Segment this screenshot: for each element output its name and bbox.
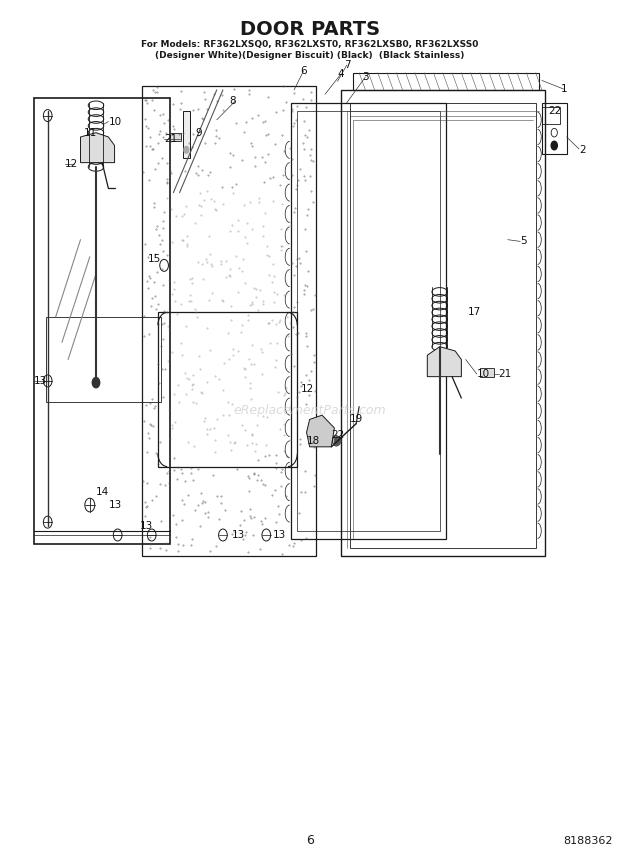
Text: DOOR PARTS: DOOR PARTS [239, 21, 379, 39]
Text: 17: 17 [467, 307, 481, 318]
Text: 12: 12 [300, 384, 314, 395]
Text: 21: 21 [498, 369, 511, 379]
Bar [170, 133, 182, 141]
Text: 8: 8 [229, 96, 236, 106]
Bar [46, 317, 161, 402]
Text: 13: 13 [272, 530, 286, 540]
Text: For Models: RF362LXSQ0, RF362LXST0, RF362LXSB0, RF362LXSS0: For Models: RF362LXSQ0, RF362LXST0, RF36… [141, 40, 478, 49]
Text: 5: 5 [520, 236, 527, 247]
Bar [143, 86, 316, 556]
Text: 12: 12 [65, 159, 78, 169]
Text: 21: 21 [164, 134, 177, 144]
Bar [183, 111, 190, 158]
Text: 19: 19 [350, 414, 363, 425]
Text: 6: 6 [300, 66, 307, 76]
Bar [34, 98, 170, 544]
Text: 3: 3 [362, 72, 369, 82]
Text: 2: 2 [579, 145, 586, 155]
Text: 15: 15 [148, 253, 161, 264]
Text: 1: 1 [560, 84, 567, 94]
Text: 8188362: 8188362 [564, 835, 613, 846]
Bar [350, 103, 536, 548]
Circle shape [184, 146, 189, 153]
Bar [291, 103, 446, 539]
Bar [158, 312, 297, 467]
Circle shape [334, 437, 340, 445]
Circle shape [92, 377, 100, 388]
Polygon shape [81, 133, 115, 163]
Text: 13: 13 [232, 530, 246, 540]
Bar [542, 103, 567, 154]
Text: 14: 14 [96, 487, 109, 497]
Text: 4: 4 [337, 69, 344, 80]
Polygon shape [427, 347, 461, 377]
Text: 9: 9 [195, 128, 202, 138]
Text: 13: 13 [108, 500, 122, 510]
Bar [340, 90, 545, 556]
Text: 11: 11 [84, 128, 97, 138]
Text: 13: 13 [140, 521, 153, 532]
Polygon shape [306, 415, 334, 447]
Circle shape [551, 141, 557, 150]
Text: (Designer White)(Designer Biscuit) (Black)  (Black Stainless): (Designer White)(Designer Biscuit) (Blac… [155, 51, 464, 60]
Text: 10: 10 [477, 369, 490, 379]
Text: 18: 18 [306, 436, 320, 446]
Text: 13: 13 [34, 376, 47, 386]
Bar [542, 107, 560, 124]
Bar [480, 368, 494, 377]
Text: 22: 22 [548, 106, 561, 116]
Text: 10: 10 [108, 116, 122, 127]
Text: 6: 6 [306, 834, 314, 847]
Bar [297, 111, 440, 531]
Text: 22: 22 [331, 430, 345, 440]
Text: 7: 7 [343, 60, 350, 70]
Text: eReplacementParts.com: eReplacementParts.com [233, 404, 386, 418]
